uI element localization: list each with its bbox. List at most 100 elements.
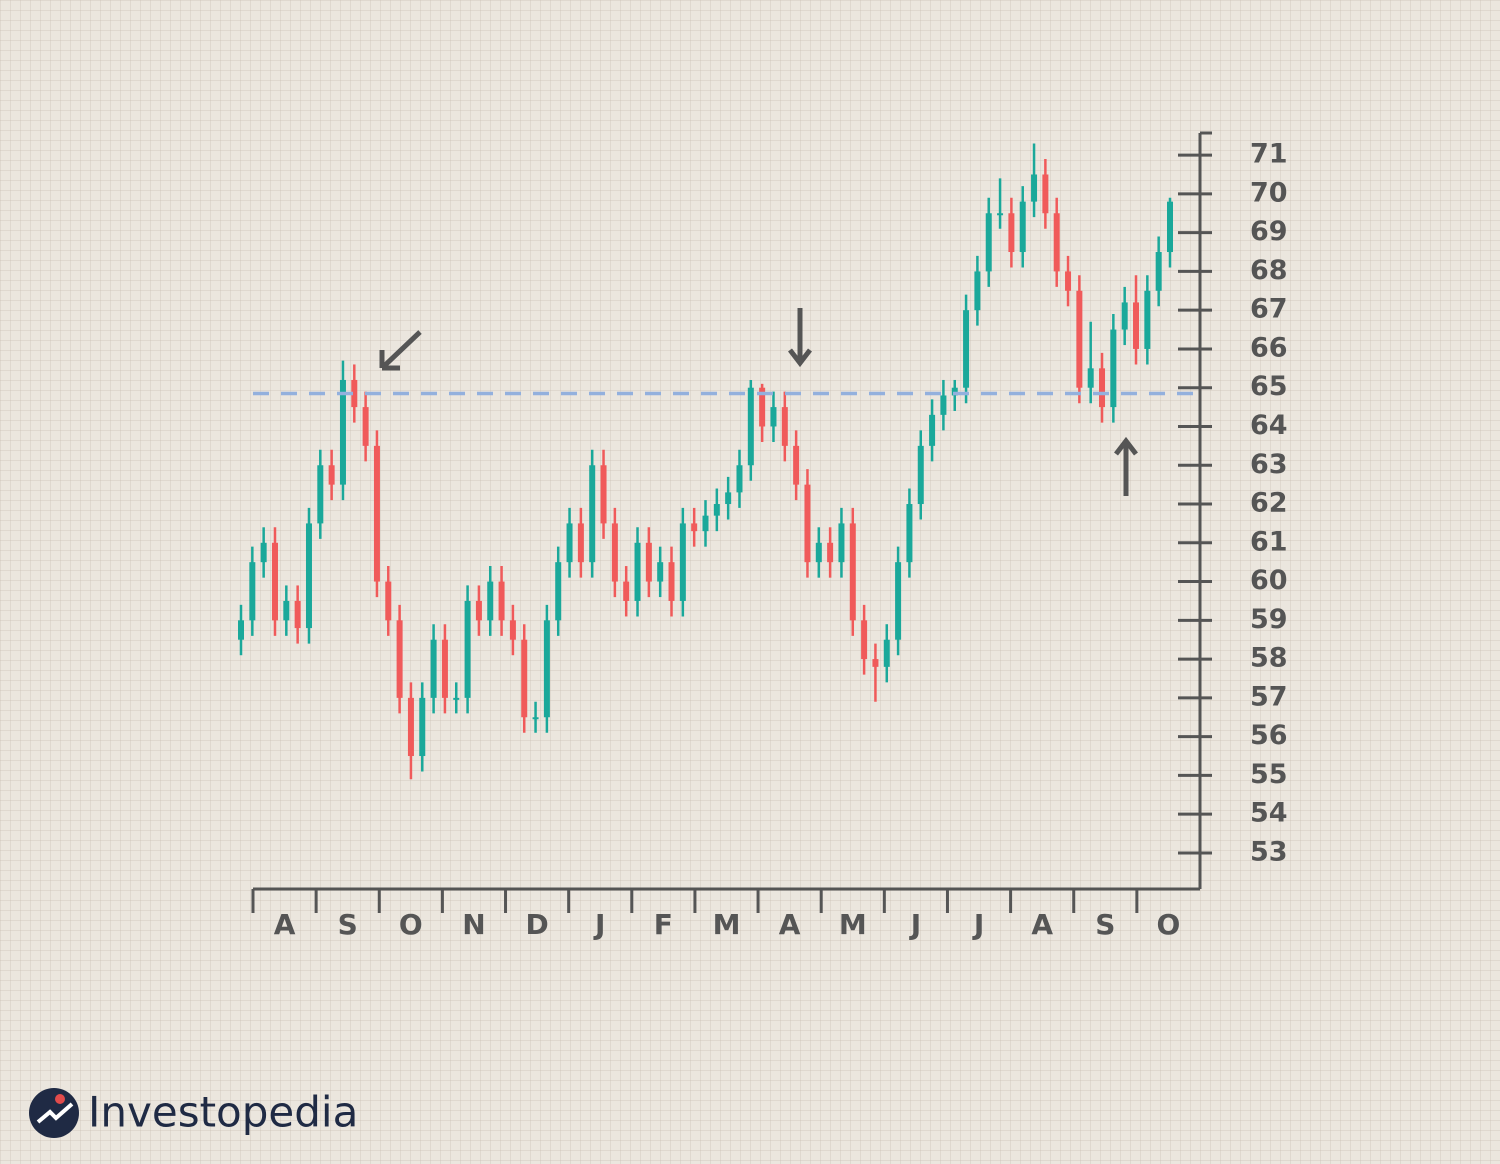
candle-body	[351, 379, 358, 408]
y-tick-label: 59	[1250, 604, 1288, 635]
candle-body	[1019, 201, 1026, 253]
candle-body	[385, 581, 392, 621]
candle-body	[736, 465, 743, 493]
candle-body	[997, 213, 1004, 216]
logo-text: Investopedia	[88, 1088, 358, 1137]
candle-body	[555, 562, 562, 621]
candle-body	[566, 523, 573, 563]
x-tick-label: M	[839, 908, 867, 941]
candle-body	[747, 387, 754, 466]
candle-body	[475, 600, 482, 621]
candle-body	[917, 445, 924, 505]
candle-body	[883, 639, 890, 667]
y-tick-label: 58	[1250, 643, 1288, 674]
candle-body	[691, 523, 698, 532]
candle-body	[453, 697, 460, 700]
logo-icon	[29, 1088, 79, 1138]
arrow	[1114, 436, 1138, 496]
candle-body	[589, 465, 596, 563]
candle-body	[407, 697, 414, 757]
candle-body	[679, 523, 686, 601]
logo-icon-line	[36, 1102, 74, 1124]
x-tick-label: S	[1095, 908, 1115, 941]
candle-body	[702, 515, 709, 532]
logo-icon-dot	[55, 1094, 65, 1104]
candle-body	[317, 465, 324, 524]
y-tick-label: 54	[1250, 798, 1288, 829]
candle-body	[713, 504, 720, 516]
candle-body	[532, 717, 539, 720]
candle-body	[339, 379, 346, 485]
candle-body	[430, 639, 437, 698]
y-tick-label: 67	[1250, 294, 1288, 325]
candle-body	[328, 465, 335, 485]
x-tick-label: O	[399, 908, 423, 941]
candle-body	[1076, 290, 1083, 388]
candle-body	[396, 620, 403, 698]
x-tick-label: S	[338, 908, 358, 941]
x-tick-label: J	[972, 908, 984, 941]
candle-body	[1155, 252, 1162, 291]
candle-body	[827, 542, 834, 563]
x-tick-label: J	[909, 908, 921, 941]
candle-body	[373, 445, 380, 582]
candle-body	[271, 542, 278, 621]
candle-body	[419, 697, 426, 757]
x-tick-label: A	[274, 908, 296, 941]
candle-body	[238, 620, 244, 640]
y-tick-label: 71	[1250, 139, 1288, 170]
y-tick-label: 55	[1250, 759, 1288, 790]
candle-body	[963, 310, 970, 388]
candle-body	[657, 562, 664, 582]
candle-body	[1144, 290, 1151, 349]
candle-body	[725, 492, 732, 505]
candle-body	[1008, 213, 1015, 253]
candle-body	[1121, 302, 1128, 330]
y-tick-label: 53	[1250, 836, 1288, 867]
candle-body	[464, 600, 471, 698]
candle-body	[1053, 213, 1060, 272]
candle-body	[951, 387, 958, 396]
x-tick-label: M	[713, 908, 741, 941]
candle-body	[838, 523, 845, 563]
candle-body	[577, 523, 584, 563]
candle-body	[634, 542, 641, 601]
candle-body	[1031, 174, 1038, 202]
x-tick-label: A	[779, 908, 801, 941]
logo: Investopedia	[29, 1088, 358, 1138]
candle-body	[283, 600, 290, 621]
candle-body	[849, 523, 856, 621]
candle-body	[804, 484, 811, 563]
x-tick-label: F	[654, 908, 673, 941]
y-tick-label: 70	[1250, 177, 1288, 208]
candle-body	[611, 523, 618, 582]
candle-body	[929, 414, 936, 446]
candle-body	[498, 581, 505, 621]
candle-body	[362, 407, 369, 446]
candle-body	[1167, 201, 1173, 253]
y-tick-label: 69	[1250, 216, 1288, 247]
x-tick-label: D	[525, 908, 548, 941]
y-tick-label: 68	[1250, 255, 1288, 286]
candle-body	[249, 562, 256, 621]
candle-body	[509, 620, 516, 640]
candle-body	[487, 581, 494, 621]
candle-body	[770, 407, 777, 427]
candle-body	[1042, 174, 1049, 214]
y-tick-label: 61	[1250, 526, 1288, 557]
candle-body	[623, 581, 630, 601]
candle-body	[1099, 368, 1106, 408]
candle-body	[260, 542, 267, 563]
candle-body	[294, 600, 301, 629]
candle-body	[600, 465, 607, 524]
x-tick-label: A	[1031, 908, 1053, 941]
y-tick-label: 64	[1250, 410, 1288, 441]
candle-body	[940, 395, 947, 415]
candle-body	[305, 523, 312, 629]
candle-body	[543, 620, 550, 718]
candle-body	[906, 504, 913, 563]
candle-body	[645, 542, 652, 582]
candle-body	[1065, 271, 1072, 291]
